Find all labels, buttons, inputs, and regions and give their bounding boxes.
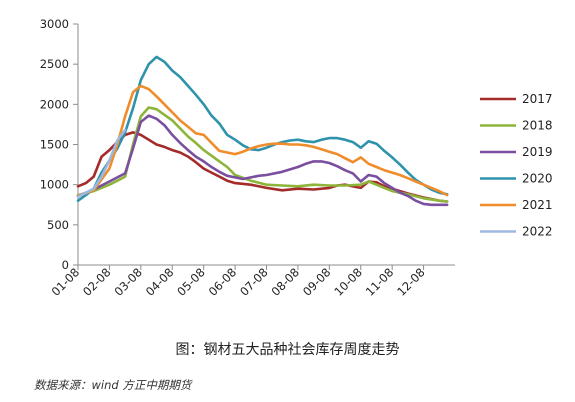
y-tick-label: 500 <box>47 218 69 232</box>
series-line-2022 <box>76 128 127 198</box>
x-tick-label: 08-08 <box>269 265 303 299</box>
x-tick-label: 04-08 <box>143 265 177 299</box>
y-tick-label: 1000 <box>40 178 69 192</box>
series-line-2018 <box>76 106 449 203</box>
x-tick-label: 05-08 <box>174 265 208 299</box>
legend-label-2018: 2018 <box>522 119 553 133</box>
x-tick-label: 11-08 <box>363 265 397 299</box>
y-tick-label: 1500 <box>40 138 69 152</box>
line-chart: 0 500 1000 1500 2000 2500 3000 01-0802-0803-08… <box>40 17 553 299</box>
x-tick-label: 07-08 <box>237 265 271 299</box>
series-line-2019 <box>76 114 449 207</box>
x-tick-label: 06-08 <box>206 265 240 299</box>
y-tick-label: 0 <box>62 258 69 272</box>
x-tick-label: 03-08 <box>111 265 145 299</box>
series-line-2020 <box>76 55 449 202</box>
x-tick-label: 02-08 <box>80 265 114 299</box>
legend-label-2022: 2022 <box>522 225 553 239</box>
legend-label-2020: 2020 <box>522 172 553 186</box>
legend-label-2021: 2021 <box>522 198 553 212</box>
y-axis: 0 500 1000 1500 2000 2500 3000 <box>40 17 79 272</box>
series-line-2021 <box>76 84 449 198</box>
x-axis: 01-0802-0803-0804-0805-0806-0807-0808-08… <box>49 264 455 299</box>
y-tick-label: 2000 <box>40 97 69 111</box>
series-lines <box>76 55 449 207</box>
y-tick-label: 3000 <box>40 17 69 31</box>
y-tick-label: 2500 <box>40 57 69 71</box>
x-tick-label: 09-08 <box>300 265 334 299</box>
legend: 2017 2018 2019 2020 2021 2022 <box>480 92 553 239</box>
legend-label-2019: 2019 <box>522 145 553 159</box>
chart-caption: 图：钢材五大品种社会库存周度走势 <box>175 342 400 358</box>
x-tick-label: 12-08 <box>394 265 428 299</box>
series-line-2017 <box>76 131 449 203</box>
data-source-note: 数据来源：wind 方正中期期货 <box>34 378 192 392</box>
x-tick-label: 10-08 <box>331 265 365 299</box>
legend-label-2017: 2017 <box>522 92 553 106</box>
